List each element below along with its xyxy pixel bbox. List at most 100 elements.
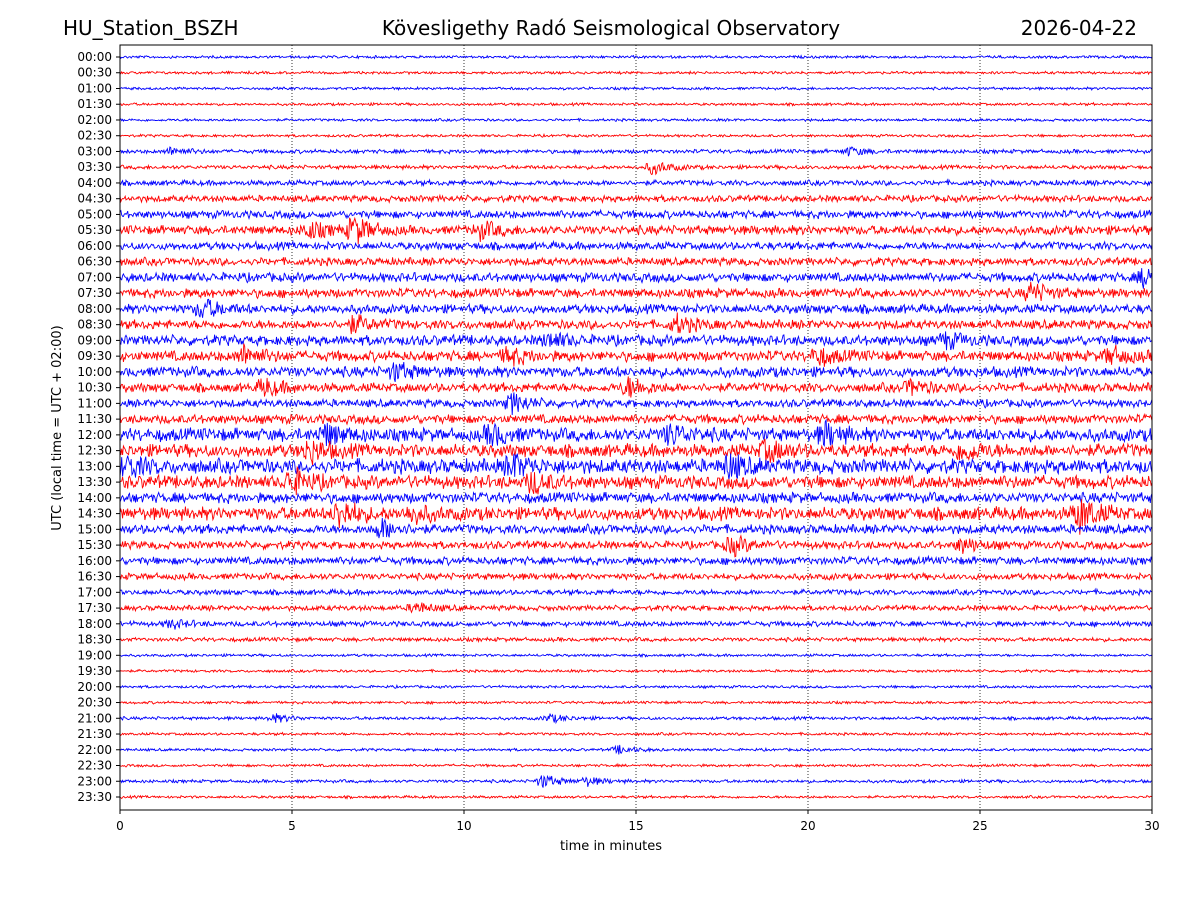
trace-0900 — [119, 331, 1153, 351]
x-tick-label: 5 — [288, 819, 296, 833]
y-tick-label: 18:00 — [77, 617, 112, 631]
trace-2100 — [119, 713, 1153, 725]
trace-1800 — [119, 618, 1153, 630]
y-tick-label: 15:00 — [77, 522, 112, 536]
trace-1130 — [119, 412, 1153, 426]
x-tick-label: 25 — [972, 819, 987, 833]
y-tick-label: 19:30 — [77, 664, 112, 678]
trace-0630 — [119, 255, 1153, 268]
trace-0400 — [119, 178, 1153, 188]
y-tick-label: 15:30 — [77, 538, 112, 552]
trace-1230 — [119, 438, 1153, 466]
trace-0700 — [119, 268, 1153, 289]
y-tick-label: 16:00 — [77, 554, 112, 568]
trace-0030 — [119, 70, 1153, 76]
trace-2130 — [119, 731, 1153, 737]
trace-0200 — [120, 117, 1153, 123]
y-tick-label: 10:00 — [77, 365, 112, 379]
trace-0500 — [119, 208, 1153, 221]
trace-1100 — [119, 392, 1153, 416]
y-tick-label: 17:30 — [77, 601, 112, 615]
y-tick-label: 14:30 — [77, 507, 112, 521]
y-tick-label: 12:00 — [77, 428, 112, 442]
trace-1700 — [119, 587, 1153, 597]
y-tick-label: 21:00 — [77, 711, 112, 725]
y-tick-label: 09:30 — [77, 349, 112, 363]
trace-1830 — [119, 635, 1153, 644]
y-tick-label: 13:00 — [77, 459, 112, 473]
trace-1530 — [119, 534, 1153, 558]
y-tick-label: 06:30 — [77, 255, 112, 269]
y-tick-label: 13:30 — [77, 475, 112, 489]
trace-0600 — [119, 239, 1153, 252]
trace-2230 — [119, 762, 1153, 769]
x-axis-label: time in minutes — [560, 839, 662, 854]
x-tick-label: 10 — [456, 819, 471, 833]
trace-0130 — [119, 101, 1153, 107]
y-tick-label: 21:30 — [77, 727, 112, 741]
trace-1200 — [119, 418, 1153, 447]
trace-1600 — [119, 554, 1153, 567]
y-tick-label: 01:00 — [77, 81, 112, 95]
trace-1900 — [119, 652, 1153, 659]
y-tick-label: 11:30 — [77, 412, 112, 426]
y-tick-label: 05:30 — [77, 223, 112, 237]
y-tick-label: 08:00 — [77, 302, 112, 316]
y-tick-label: 08:30 — [77, 318, 112, 332]
y-tick-label: 03:00 — [77, 144, 112, 158]
trace-0300 — [120, 146, 1153, 157]
x-tick-label: 20 — [800, 819, 815, 833]
trace-0830 — [119, 312, 1153, 335]
y-tick-label: 14:00 — [77, 491, 112, 505]
trace-0330 — [119, 161, 1153, 176]
x-tick-label: 30 — [1144, 819, 1159, 833]
y-tick-label: 17:00 — [77, 585, 112, 599]
trace-0430 — [119, 193, 1153, 205]
y-tick-label: 18:30 — [77, 633, 112, 647]
trace-0800 — [119, 298, 1153, 318]
y-tick-label: 01:30 — [77, 97, 112, 111]
y-tick-label: 11:00 — [77, 396, 112, 410]
trace-1500 — [119, 517, 1153, 539]
y-tick-label: 00:30 — [77, 66, 112, 80]
trace-2030 — [119, 699, 1153, 706]
y-tick-label: 04:00 — [77, 176, 112, 190]
trace-0730 — [119, 281, 1153, 302]
y-tick-label: 07:30 — [77, 286, 112, 300]
y-tick-label: 03:30 — [77, 160, 112, 174]
y-tick-label: 02:30 — [77, 129, 112, 143]
y-tick-label: 23:00 — [77, 774, 112, 788]
trace-1400 — [119, 491, 1153, 505]
trace-0000 — [119, 54, 1153, 60]
y-tick-label: 22:30 — [77, 759, 112, 773]
station-title: HU_Station_BSZH — [63, 16, 239, 40]
y-axis-label: UTC (local time = UTC + 02:00) — [50, 325, 65, 530]
trace-1330 — [119, 465, 1153, 496]
trace-1630 — [119, 571, 1153, 582]
trace-1730 — [119, 602, 1153, 614]
trace-0530 — [119, 216, 1153, 245]
y-tick-label: 20:30 — [77, 696, 112, 710]
y-tick-label: 23:30 — [77, 790, 112, 804]
trace-1930 — [119, 668, 1153, 674]
trace-1000 — [119, 361, 1153, 383]
date-title: 2026-04-22 — [1021, 16, 1137, 40]
trace-1430 — [119, 499, 1153, 535]
y-tick-label: 20:00 — [77, 680, 112, 694]
plot-frame — [119, 44, 1153, 811]
y-tick-label: 19:00 — [77, 648, 112, 662]
y-tick-label: 12:30 — [77, 444, 112, 458]
y-tick-label: 10:30 — [77, 381, 112, 395]
trace-1300 — [119, 453, 1153, 480]
trace-0930 — [119, 343, 1153, 367]
trace-2300 — [119, 774, 1153, 788]
chart-title: Kövesligethy Radó Seismological Observat… — [382, 16, 840, 40]
x-tick-label: 0 — [116, 819, 124, 833]
y-tick-label: 09:00 — [77, 333, 112, 347]
trace-0100 — [119, 85, 1153, 92]
trace-0230 — [119, 132, 1152, 139]
y-tick-label: 22:00 — [77, 743, 112, 757]
y-tick-label: 16:30 — [77, 570, 112, 584]
y-tick-label: 06:00 — [77, 239, 112, 253]
trace-2330 — [119, 794, 1153, 800]
